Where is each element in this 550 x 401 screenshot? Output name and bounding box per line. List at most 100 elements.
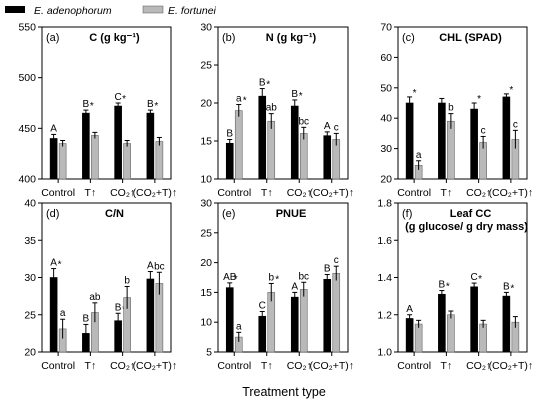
bar-adenophorum — [323, 135, 332, 180]
bar-adenophorum — [49, 138, 58, 180]
y-tick-label: 5 — [206, 347, 212, 359]
significance-star: * — [299, 91, 303, 102]
y-tick-label: 15 — [200, 136, 212, 148]
x-tick-label: Control — [41, 187, 75, 199]
significance-star: * — [90, 101, 94, 112]
significance-star: * — [509, 85, 513, 96]
significance-letter: a — [236, 94, 242, 105]
panel-title: C (g kg⁻¹) — [89, 32, 140, 44]
x-tick-label: T↑ — [261, 187, 273, 199]
bar-adenophorum — [146, 112, 155, 180]
significance-star: * — [477, 94, 481, 105]
significance-letter: C — [115, 92, 122, 103]
bar-adenophorum — [405, 318, 414, 353]
significance-letter: a — [60, 308, 66, 319]
panel-letter: (a) — [46, 32, 59, 44]
x-tick-label: T↑ — [261, 360, 273, 372]
significance-letter: B — [226, 128, 233, 139]
y-tick-label: 60 — [380, 52, 392, 64]
bar-adenophorum — [225, 142, 234, 180]
x-tick-label: Control — [217, 187, 251, 199]
x-tick-label: CO₂↑ — [287, 360, 312, 372]
legend: E. adenophorum E. fortunei — [5, 5, 217, 17]
significance-letter: C — [259, 300, 266, 311]
significance-letter: B — [259, 78, 266, 89]
y-tick-label: 450 — [18, 123, 36, 135]
bar-adenophorum — [502, 96, 511, 180]
legend-label-adenophorum: E. adenophorum — [34, 5, 112, 17]
y-tick-label: 1.2 — [377, 309, 392, 321]
bar-fortunei — [447, 314, 455, 353]
significance-letter: a — [416, 150, 422, 161]
x-tick-label: CO₂↑ — [110, 187, 135, 199]
plot-frame — [41, 26, 172, 180]
panel-letter: (f) — [402, 208, 412, 220]
legend-label-fortunei: E. fortunei — [168, 5, 217, 17]
panel-letter: (e) — [222, 208, 235, 220]
legend-swatch-fortunei — [142, 5, 164, 14]
plot-frame — [217, 202, 349, 353]
x-tick-label: Control — [41, 360, 75, 372]
chart-panel-4: 2025303540(d)C/NControlA*aT↑BabCO₂↑B*b(C… — [24, 198, 177, 373]
panel-title: C/N — [105, 208, 124, 220]
significance-letter: B — [291, 89, 298, 100]
x-tick-label: (CO₂+T)↑ — [309, 187, 354, 199]
significance-star: * — [510, 283, 514, 294]
bar-fortunei — [234, 110, 243, 180]
significance-letter: A — [406, 304, 413, 315]
y-tick-label: 1.4 — [377, 272, 392, 284]
bar-adenophorum — [146, 278, 155, 353]
significance-letter: C — [471, 272, 478, 283]
x-tick-label: T↑ — [85, 187, 97, 199]
y-tick-label: 20 — [200, 98, 212, 110]
bar-fortunei — [447, 120, 455, 180]
bar-fortunei — [479, 323, 487, 353]
x-tick-label: Control — [217, 360, 251, 372]
bar-adenophorum — [225, 287, 234, 353]
y-tick-label: 1.8 — [377, 198, 392, 210]
bar-adenophorum — [114, 105, 122, 180]
significance-letter: B — [83, 99, 90, 110]
bar-fortunei — [332, 273, 341, 353]
bar-fortunei — [58, 143, 67, 180]
panel-letter: (b) — [222, 32, 235, 44]
y-tick-label: 1.0 — [377, 347, 392, 359]
bar-adenophorum — [470, 108, 478, 180]
bar-adenophorum — [82, 112, 90, 180]
y-tick-label: 40 — [380, 113, 392, 125]
chart-panel-6: 1.0 1.2 1.4 1.6 1.8 (f) Leaf CC(g glucose/ g d… — [377, 198, 533, 373]
bar-fortunei — [299, 133, 308, 180]
significance-letter: c — [513, 119, 518, 130]
y-tick-label: 25 — [24, 309, 36, 321]
chart-panel-3: 20 30 40 50 60 70 (c) CHL (SPAD) Control * a T↑ b CO₂… — [380, 22, 533, 200]
significance-star: * — [154, 101, 158, 112]
bar-adenophorum — [258, 95, 267, 180]
y-tick-label: 1.6 — [377, 235, 392, 247]
y-tick-label: 20 — [200, 257, 212, 269]
bar-adenophorum — [290, 105, 299, 180]
y-tick-label: 30 — [24, 272, 36, 284]
significance-letter: bc — [298, 271, 309, 282]
y-tick-label: 30 — [200, 22, 212, 34]
significance-letter: c — [481, 125, 486, 136]
significance-star: * — [275, 274, 279, 285]
bar-adenophorum — [438, 102, 446, 180]
significance-letter: B — [147, 99, 154, 110]
x-axis-title: Treatment type — [242, 385, 326, 399]
significance-star: * — [478, 274, 482, 285]
y-tick-label: 30 — [380, 143, 392, 155]
x-tick-label: (CO₂+T)↑ — [133, 360, 178, 372]
y-tick-label: 10 — [200, 174, 212, 186]
x-tick-label: (CO₂+T)↑ — [489, 360, 534, 372]
bar-adenophorum — [502, 295, 511, 353]
significance-letter: A — [324, 121, 331, 132]
significance-letter: B — [439, 280, 446, 291]
x-tick-label: CO₂↑ — [466, 187, 491, 199]
y-tick-label: 550 — [18, 22, 36, 34]
panel-subtitle: (g glucose/ g dry mass) — [405, 221, 528, 233]
y-tick-label: 30 — [200, 198, 212, 210]
y-tick-label: 20 — [24, 347, 36, 359]
